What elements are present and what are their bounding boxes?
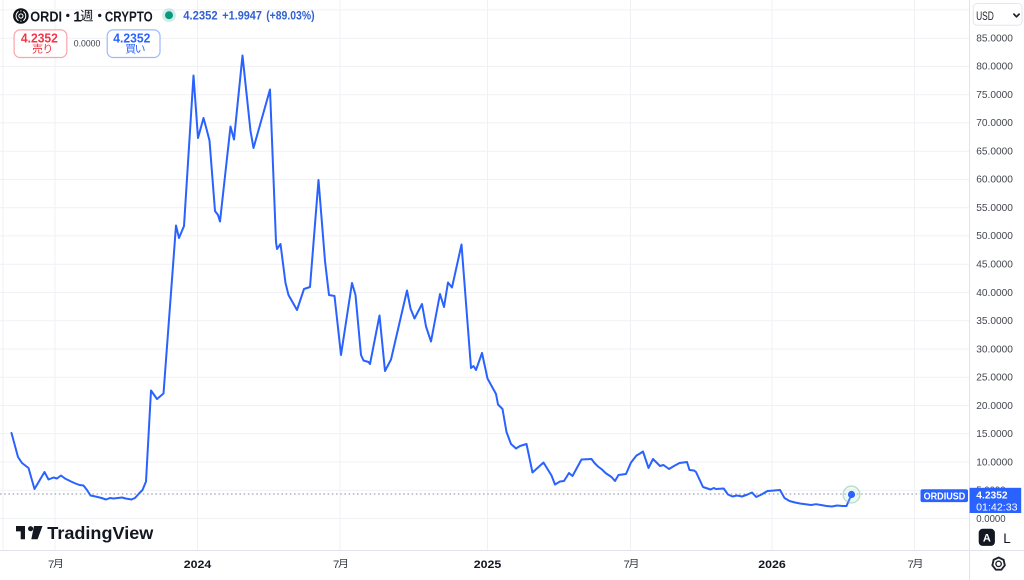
svg-text:TradingView: TradingView <box>47 523 153 543</box>
svg-text:55.0000: 55.0000 <box>976 203 1013 214</box>
svg-text:A: A <box>983 533 991 545</box>
svg-text:4.2352: 4.2352 <box>976 490 1008 501</box>
svg-text:1: 1 <box>73 9 81 25</box>
svg-text:65.0000: 65.0000 <box>976 147 1013 158</box>
svg-text:70.0000: 70.0000 <box>976 118 1013 129</box>
svg-text:0.0000: 0.0000 <box>74 39 101 49</box>
svg-text:2025: 2025 <box>474 559 502 571</box>
svg-text:USD: USD <box>976 9 994 23</box>
svg-text:(+89.03%): (+89.03%) <box>266 8 314 22</box>
svg-text:85.0000: 85.0000 <box>976 34 1013 45</box>
svg-text:L: L <box>1003 531 1011 546</box>
svg-text:ORDI: ORDI <box>30 9 62 25</box>
svg-text:CRYPTO: CRYPTO <box>105 9 153 25</box>
svg-text:ORDIUSD: ORDIUSD <box>924 490 966 502</box>
svg-text:10.0000: 10.0000 <box>976 457 1013 468</box>
svg-text:50.0000: 50.0000 <box>976 231 1013 242</box>
svg-text:0.0000: 0.0000 <box>976 514 1006 525</box>
svg-text:80.0000: 80.0000 <box>976 62 1013 73</box>
svg-text:20.0000: 20.0000 <box>976 401 1013 412</box>
svg-text:75.0000: 75.0000 <box>976 90 1013 101</box>
svg-text:01:42:33: 01:42:33 <box>976 503 1018 514</box>
svg-text:7: 7 <box>908 559 914 571</box>
svg-text:7: 7 <box>333 559 339 571</box>
svg-text:7: 7 <box>48 559 54 571</box>
svg-text:4.2352: 4.2352 <box>113 30 150 45</box>
svg-text:4.2352: 4.2352 <box>183 8 218 22</box>
svg-text:15.0000: 15.0000 <box>976 429 1013 440</box>
svg-text:35.0000: 35.0000 <box>976 316 1013 327</box>
svg-text:30.0000: 30.0000 <box>976 344 1013 355</box>
svg-text:25.0000: 25.0000 <box>976 373 1013 384</box>
svg-text:7: 7 <box>624 559 630 571</box>
svg-text:40.0000: 40.0000 <box>976 288 1013 299</box>
svg-text:4.2352: 4.2352 <box>21 30 58 45</box>
svg-text:45.0000: 45.0000 <box>976 260 1013 271</box>
svg-text:2026: 2026 <box>758 559 786 571</box>
svg-text:+1.9947: +1.9947 <box>222 8 262 22</box>
svg-text:60.0000: 60.0000 <box>976 175 1013 186</box>
svg-text:2024: 2024 <box>184 559 212 571</box>
